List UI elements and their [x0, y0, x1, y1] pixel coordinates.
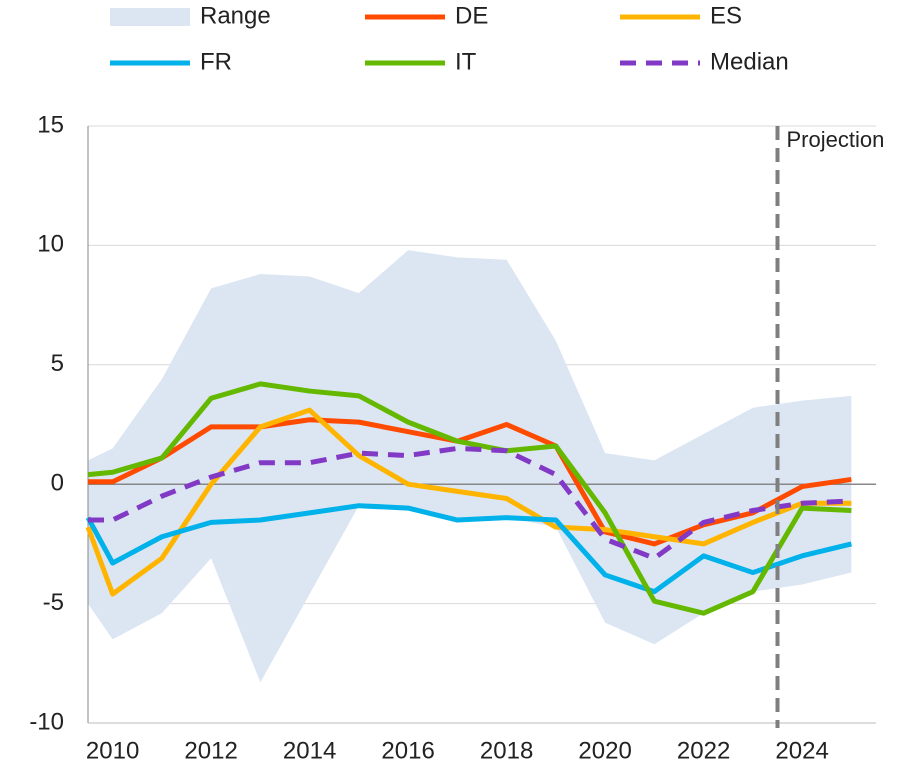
legend-label: DE — [455, 2, 488, 29]
x-tick-label: 2018 — [480, 737, 533, 764]
x-tick-label: 2024 — [775, 737, 828, 764]
y-tick-label: 15 — [37, 111, 64, 138]
x-tick-label: 2016 — [381, 737, 434, 764]
legend-label: FR — [200, 48, 232, 75]
legend-label: Range — [200, 2, 271, 29]
y-tick-label: 10 — [37, 231, 64, 258]
projection-label: Projection — [787, 127, 885, 152]
range-area — [88, 250, 852, 683]
y-tick-label: 5 — [51, 350, 64, 377]
legend-swatch — [110, 8, 190, 26]
y-tick-label: -10 — [29, 708, 64, 735]
x-tick-label: 2020 — [578, 737, 631, 764]
series-line — [88, 445, 852, 561]
series-line — [85, 503, 852, 595]
legend-label: IT — [455, 48, 477, 75]
series-line — [87, 381, 852, 616]
x-tick-label: 2014 — [283, 737, 336, 764]
series-line — [85, 407, 852, 597]
x-tick-label: 2022 — [677, 737, 730, 764]
x-tick-label: 2012 — [184, 737, 237, 764]
legend-label: ES — [710, 2, 742, 29]
y-tick-label: -5 — [43, 589, 64, 616]
y-tick-label: 0 — [51, 470, 64, 497]
legend-label: Median — [710, 48, 789, 75]
x-tick-label: 2010 — [86, 737, 139, 764]
